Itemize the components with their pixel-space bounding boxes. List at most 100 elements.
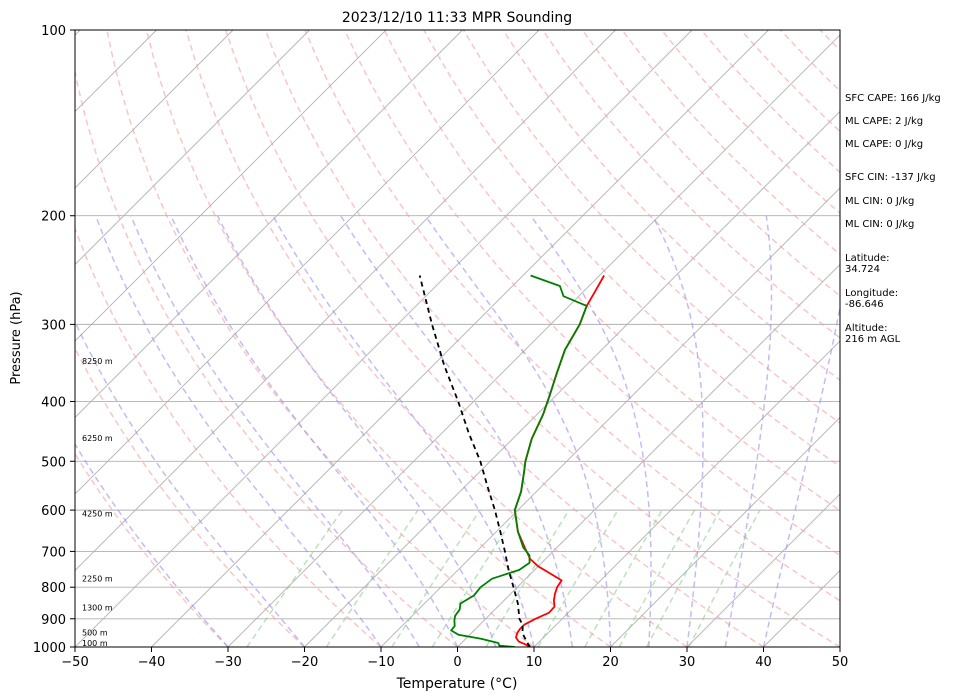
y-tick-label: 800 — [41, 581, 66, 596]
mixing-ratio-line — [618, 509, 696, 647]
height-label: 2250 m — [82, 574, 113, 583]
isotherm-line — [151, 30, 769, 647]
y-tick-label: 400 — [41, 395, 66, 410]
moist-adiabat-line — [724, 215, 773, 647]
x-tick-label: −20 — [291, 655, 318, 670]
moist-adiabat-line — [75, 320, 306, 647]
height-label: 100 m — [82, 639, 108, 648]
y-tick-label: 1000 — [33, 641, 66, 656]
moist-adiabat-line — [272, 215, 535, 647]
sounding-line-1 — [450, 274, 588, 647]
mixing-ratio-line — [645, 509, 721, 647]
x-tick-label: −50 — [61, 655, 88, 670]
mixing-ratio-line — [325, 509, 419, 647]
moist-adiabat-line — [170, 215, 459, 647]
height-labels: 100 m 500 m 1300 m 2250 m 4250 m 6250 m 8250 m — [82, 357, 113, 648]
x-axis-label: Temperature (°C) — [396, 676, 518, 692]
isotherm-line — [75, 30, 387, 342]
x-tick-label: −10 — [367, 655, 394, 670]
ml-cape-label-2: ML CAPE: 0 J/kg — [845, 139, 924, 150]
moist-adiabat-line — [424, 215, 612, 647]
isotherm-line — [304, 110, 840, 647]
isotherm-line — [227, 34, 840, 647]
ml-cape-label-1: ML CAPE: 2 J/kg — [845, 116, 924, 127]
y-tick-label: 700 — [41, 545, 66, 560]
x-tick-label: 10 — [526, 655, 543, 670]
y-tick-label: 100 — [41, 24, 66, 39]
dry-adiabat-line — [185, 30, 688, 647]
dry-adiabat-line — [75, 226, 382, 647]
isotherm-line — [75, 30, 616, 572]
grid-layer — [0, 30, 961, 647]
dry-adiabat-line — [264, 30, 840, 647]
height-label: 4250 m — [82, 510, 113, 519]
moist-adiabat-line — [651, 215, 704, 647]
isotherm-line — [686, 493, 840, 647]
dry-adiabat-line — [145, 30, 611, 647]
y-tick-label: 900 — [41, 613, 66, 628]
isotherm-line — [75, 30, 463, 419]
mixing-ratio-line — [246, 509, 344, 647]
isotherm-line — [75, 30, 234, 189]
sfc-cape-label: SFC CAPE: 166 J/kg — [845, 93, 941, 104]
dry-adiabat-line — [343, 30, 840, 557]
moist-adiabat-line — [762, 303, 840, 647]
x-tick-label: 30 — [679, 655, 696, 670]
sounding-line-2 — [418, 275, 531, 647]
x-tick-label: 50 — [832, 655, 849, 670]
y-tick-label: 200 — [41, 210, 66, 225]
dry-adiabat-line — [383, 30, 840, 512]
series-layer — [418, 274, 605, 647]
dry-adiabat-line — [304, 30, 840, 602]
isotherm-line — [457, 263, 840, 647]
altitude-label: Altitude: 216 m AGL — [845, 323, 901, 345]
height-label: 6250 m — [82, 434, 113, 443]
x-tick-label: −40 — [138, 655, 165, 670]
dry-adiabat-line — [106, 30, 535, 647]
moist-adiabat-line — [130, 215, 420, 647]
moist-adiabat-line — [94, 215, 382, 647]
mixing-ratio-line — [537, 509, 619, 647]
y-tick-label: 600 — [41, 504, 66, 519]
plot-frame — [74, 29, 841, 648]
isotherm-line — [533, 340, 840, 647]
ml-cin-label-2: ML CIN: 0 J/kg — [845, 219, 915, 230]
dry-adiabat-line — [423, 30, 840, 468]
x-tick-label: −30 — [214, 655, 241, 670]
chart-title: 2023/12/10 11:33 MPR Sounding — [342, 10, 572, 26]
height-label: 500 m — [82, 628, 108, 637]
ml-cin-label-1: ML CIN: 0 J/kg — [845, 196, 915, 207]
mixing-ratio-line — [391, 509, 481, 647]
dry-adiabat-line — [75, 346, 306, 647]
sfc-cin-label: SFC CIN: -137 J/kg — [845, 172, 936, 183]
x-axis-ticks: −50 −40 −30 −20 −10 0 10 20 30 40 50 — [61, 647, 848, 670]
latitude-label: Latitude: 34.724 — [845, 253, 890, 275]
moist-adiabat-line — [216, 215, 497, 647]
isotherm-line — [0, 30, 4, 647]
moist-adiabat-line — [75, 442, 229, 647]
isotherm-line — [610, 416, 840, 647]
x-tick-label: 20 — [602, 655, 619, 670]
x-tick-label: 40 — [755, 655, 772, 670]
height-label: 8250 m — [82, 357, 113, 366]
isotherm-line — [75, 30, 310, 266]
x-tick-label: 0 — [453, 655, 461, 670]
mixing-ratio-line — [485, 509, 570, 647]
isotherm-line — [75, 30, 540, 495]
dry-adiabat-line — [75, 452, 229, 647]
moist-adiabat-line — [340, 215, 574, 647]
longitude-label: Longitude: -86.646 — [845, 288, 899, 310]
mixing-ratio-line — [688, 509, 761, 647]
mixing-ratio-line — [584, 509, 663, 647]
mixing-ratio-line — [431, 509, 519, 647]
isotherm-line — [380, 187, 840, 647]
y-axis-label: Pressure (hPa) — [9, 291, 24, 384]
y-tick-label: 300 — [41, 318, 66, 333]
isotherm-line — [75, 30, 693, 647]
height-label: 1300 m — [82, 603, 113, 612]
isotherm-line — [917, 30, 961, 647]
dry-adiabat-line — [75, 68, 458, 647]
y-tick-label: 500 — [41, 455, 66, 470]
y-axis-ticks: 1000 900 800 700 600 500 400 300 200 100 — [33, 24, 75, 656]
